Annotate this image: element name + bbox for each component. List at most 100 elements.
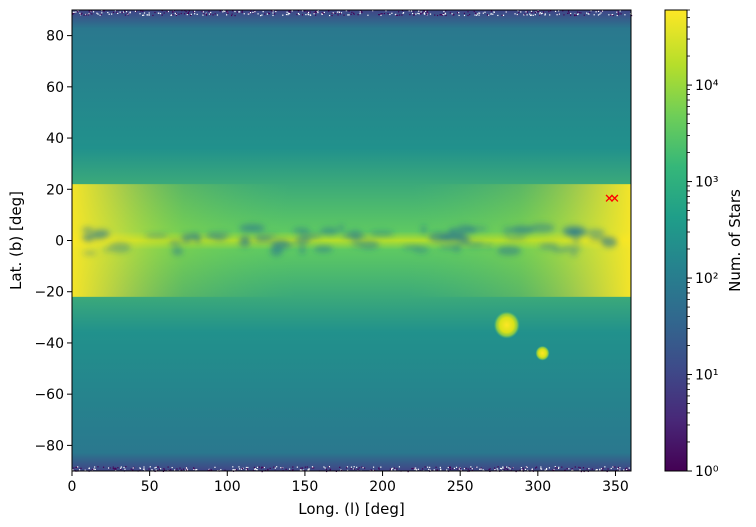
noise-pixel	[274, 467, 276, 469]
noise-pixel	[346, 469, 349, 472]
noise-pixel	[317, 10, 319, 12]
noise-pixel	[428, 468, 430, 470]
noise-pixel	[132, 467, 134, 469]
noise-pixel	[79, 12, 81, 14]
noise-pixel	[411, 12, 414, 15]
noise-pixel	[255, 468, 257, 471]
noise-pixel	[238, 466, 240, 468]
noise-pixel	[157, 466, 159, 468]
noise-pixel	[525, 11, 527, 13]
noise-pixel	[596, 469, 598, 471]
noise-pixel	[272, 10, 274, 12]
noise-pixel	[288, 10, 290, 12]
noise-pixel	[501, 14, 503, 16]
noise-pixel	[447, 466, 449, 469]
noise-pixel	[100, 13, 102, 16]
noise-pixel	[558, 13, 560, 15]
noise-pixel	[529, 13, 531, 15]
noise-pixel	[124, 10, 126, 12]
noise-pixel	[108, 13, 110, 15]
noise-pixel	[214, 466, 216, 468]
noise-pixel	[146, 14, 148, 16]
x-tick-label: 50	[141, 479, 159, 495]
y-tick-label: −80	[34, 438, 64, 454]
noise-pixel	[305, 14, 307, 16]
noise-pixel	[210, 11, 212, 14]
y-tick-label: 20	[46, 182, 64, 198]
noise-pixel	[253, 10, 255, 12]
noise-pixel	[292, 469, 294, 471]
noise-pixel	[328, 14, 331, 17]
colorbar-tick-label: 10¹	[695, 368, 718, 384]
noise-pixel	[505, 468, 507, 470]
noise-pixel	[443, 10, 445, 13]
noise-pixel	[220, 469, 222, 471]
noise-pixel	[460, 469, 462, 471]
noise-pixel	[537, 10, 539, 12]
y-tick-label: 80	[46, 29, 64, 45]
noise-pixel	[507, 468, 509, 471]
noise-pixel	[170, 14, 172, 17]
noise-pixel	[463, 14, 466, 17]
dust-lane	[313, 245, 333, 253]
noise-pixel	[503, 468, 505, 471]
noise-pixel	[558, 10, 560, 12]
noise-pixel	[147, 14, 149, 16]
noise-pixel	[571, 467, 573, 470]
noise-pixel	[94, 466, 96, 468]
noise-pixel	[186, 13, 188, 16]
noise-pixel	[172, 14, 174, 16]
polar-noise-top	[72, 10, 633, 17]
x-tick-label: 250	[447, 479, 474, 495]
noise-pixel	[542, 11, 545, 13]
noise-pixel	[502, 466, 504, 468]
noise-pixel	[205, 13, 208, 15]
noise-pixel	[304, 466, 306, 468]
noise-pixel	[261, 14, 263, 16]
noise-pixel	[212, 470, 214, 473]
noise-pixel	[360, 10, 362, 12]
noise-pixel	[323, 466, 325, 468]
y-tick-label: −60	[34, 387, 64, 403]
noise-pixel	[72, 12, 74, 14]
noise-pixel	[87, 14, 90, 16]
noise-pixel	[415, 13, 417, 15]
noise-pixel	[429, 469, 432, 471]
noise-pixel	[617, 467, 619, 470]
dust-lane	[337, 224, 346, 232]
noise-pixel	[413, 11, 415, 13]
noise-pixel	[601, 10, 604, 12]
noise-pixel	[143, 468, 145, 470]
noise-pixel	[599, 13, 601, 15]
noise-pixel	[192, 11, 195, 13]
y-tick-label: 60	[46, 80, 64, 96]
noise-pixel	[395, 13, 397, 15]
noise-pixel	[232, 10, 234, 12]
noise-pixel	[497, 14, 499, 17]
noise-pixel	[167, 10, 169, 13]
dust-lane	[81, 227, 94, 233]
dust-lane	[269, 246, 283, 257]
dust-lane	[144, 234, 169, 238]
noise-pixel	[152, 14, 154, 17]
noise-pixel	[257, 13, 259, 15]
noise-pixel	[243, 13, 245, 15]
noise-pixel	[258, 466, 260, 468]
noise-pixel	[296, 466, 298, 468]
noise-pixel	[233, 469, 235, 471]
noise-pixel	[427, 12, 429, 14]
dust-lane	[298, 243, 307, 255]
noise-pixel	[301, 469, 303, 471]
noise-pixel	[194, 10, 196, 13]
noise-pixel	[623, 469, 625, 471]
noise-pixel	[534, 11, 537, 14]
noise-pixel	[124, 14, 127, 16]
noise-pixel	[307, 469, 309, 471]
noise-pixel	[458, 14, 460, 17]
noise-pixel	[227, 12, 229, 14]
noise-pixel	[520, 11, 522, 13]
noise-pixel	[359, 12, 361, 15]
noise-pixel	[439, 14, 441, 16]
noise-pixel	[185, 467, 188, 469]
noise-pixel	[401, 10, 404, 12]
